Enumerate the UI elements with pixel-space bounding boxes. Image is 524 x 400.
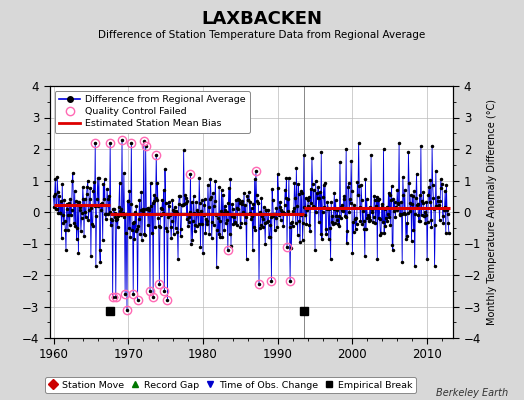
Text: Berkeley Earth: Berkeley Earth (436, 388, 508, 398)
Y-axis label: Monthly Temperature Anomaly Difference (°C): Monthly Temperature Anomaly Difference (… (487, 99, 497, 325)
Text: Difference of Station Temperature Data from Regional Average: Difference of Station Temperature Data f… (99, 30, 425, 40)
Legend: Station Move, Record Gap, Time of Obs. Change, Empirical Break: Station Move, Record Gap, Time of Obs. C… (45, 377, 416, 393)
Text: LAXBACKEN: LAXBACKEN (202, 10, 322, 28)
Legend: Difference from Regional Average, Quality Control Failed, Estimated Station Mean: Difference from Regional Average, Qualit… (54, 91, 250, 133)
